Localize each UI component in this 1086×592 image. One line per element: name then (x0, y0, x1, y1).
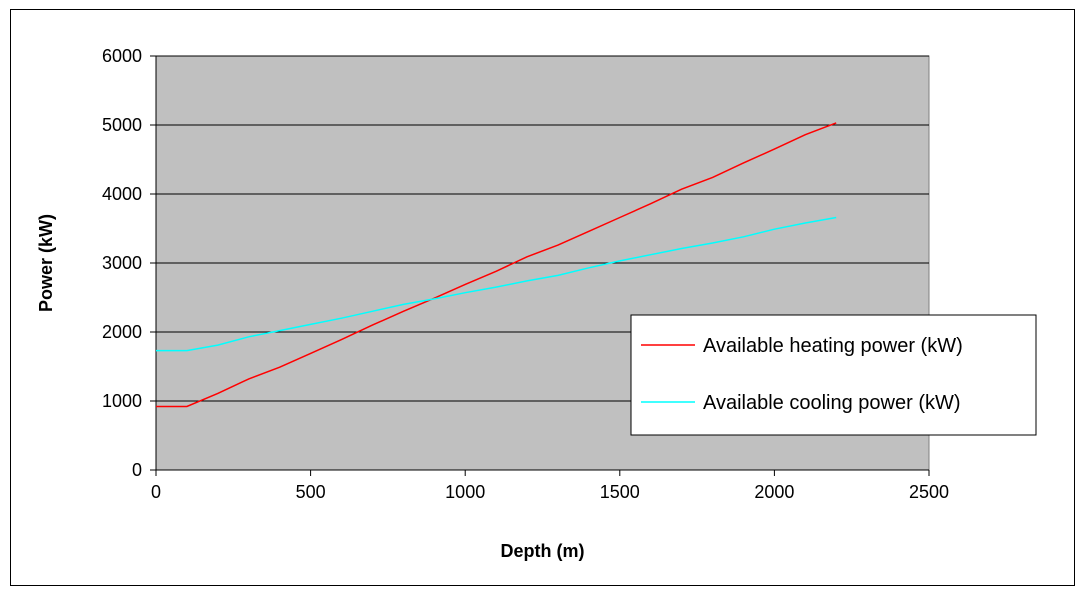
legend-label-1: Available heating power (kW) (703, 335, 963, 357)
gridlines (156, 55, 929, 402)
y-tick-label: 2000 (102, 322, 142, 342)
x-tick-label: 0 (151, 482, 161, 502)
y-tick-label: 6000 (102, 46, 142, 66)
y-tick-label: 0 (132, 460, 142, 480)
y-tick-label: 1000 (102, 391, 142, 411)
x-tick-label: 2000 (754, 482, 794, 502)
x-tick-label: 500 (296, 482, 326, 502)
y-tick-label: 5000 (102, 115, 142, 135)
y-tick-label: 3000 (102, 253, 142, 273)
tick-labels: 0 1000 2000 3000 4000 5000 6000 0 500 1000 1500 200… (102, 46, 949, 502)
x-tick-label: 1500 (600, 482, 640, 502)
legend: Available heating power (kW) Available co… (630, 314, 1037, 436)
x-tick-label: 1000 (445, 482, 485, 502)
series-line-1 (156, 122, 837, 408)
legend-box (630, 314, 1037, 436)
y-tick-label: 4000 (102, 184, 142, 204)
x-tick-label: 2500 (909, 482, 949, 502)
series-line-2 (156, 216, 837, 352)
series-lines (156, 122, 837, 408)
y-axis-title: Power (kW) (36, 214, 56, 312)
x-axis-title: Depth (m) (501, 541, 585, 561)
axes (150, 55, 930, 476)
legend-label-2: Available cooling power (kW) (703, 392, 961, 414)
